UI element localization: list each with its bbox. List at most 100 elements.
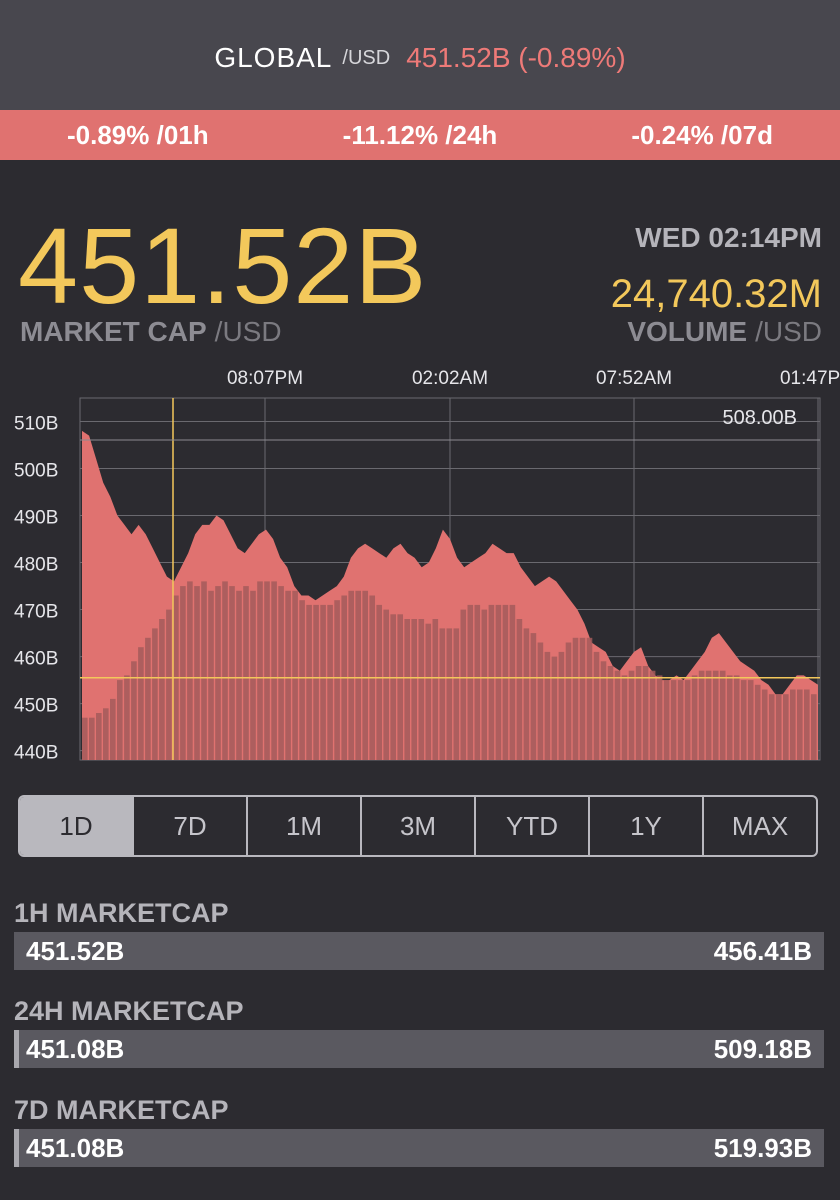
volume-bar [432,619,439,760]
volume-bar [537,642,544,760]
volume-bar [124,675,130,760]
volume-bar [705,670,712,760]
market-cap-label: MARKET CAP/USD [20,316,282,348]
market-cap-label-text: MARKET CAP [20,316,207,347]
volume-bar [719,670,726,760]
current-time: WED 02:14PM [635,222,822,253]
volume-bar [502,604,509,760]
volume-bar [586,637,593,760]
volume-bar [733,675,740,760]
volume-bar [138,647,144,760]
volume-bar [222,581,228,760]
volume-bar [523,628,530,760]
volume-bar [404,619,411,760]
volume-bar [691,675,698,760]
range-tab-1y[interactable]: 1Y [588,797,702,855]
y-tick-label: 460B [14,649,58,670]
volume-bar [551,656,558,760]
range-tab-3m[interactable]: 3M [360,797,474,855]
volume-bar [152,628,158,760]
range-tab-7d[interactable]: 7D [132,797,246,855]
range-tab-1d[interactable]: 1D [20,797,132,855]
range-tab-ytd[interactable]: YTD [474,797,588,855]
volume-bar [509,604,516,760]
range-tab-1m[interactable]: 1M [246,797,360,855]
volume-bar [278,586,284,760]
volume-bar [572,637,579,760]
volume-unit: /USD [755,316,822,347]
market-cap-chart[interactable]: 510B 500B 490B 480B 470B 460B 450B 440B 08:07PM 0… [0,360,840,770]
volume-bar [558,651,565,760]
volume-bar [790,689,796,760]
header-value: 451.52B (-0.89%) [406,42,626,73]
stat-high: 456.41B [713,935,812,966]
volume-bar [292,590,298,760]
market-cap-value: 451.52B [18,205,428,326]
volume-bar [726,675,733,760]
volume-bar [579,637,586,760]
volume-bar [425,623,432,760]
stat-1h-marketcap: 1H MARKETCAP 451.52B 456.41B [14,898,824,970]
volume-bar [96,713,102,760]
volume-bar [229,586,235,760]
volume-bar [299,600,305,760]
volume-bar [663,680,670,760]
volume-bar [117,680,123,760]
stat-range-bar: 451.08B 519.93B [14,1129,824,1167]
volume-bar [811,694,817,760]
volume-bar [593,651,600,760]
stat-high: 519.93B [713,1132,812,1163]
volume-bar [236,590,242,760]
volume-bar [712,670,719,760]
stat-24h-marketcap: 24H MARKETCAP 451.08B 509.18B [14,996,824,1068]
volume-bar [488,604,495,760]
volume-bar [285,590,291,760]
asset-name: GLOBAL [214,42,333,73]
volume-bar [187,581,193,760]
volume-bar [306,604,312,760]
volume-bar [565,642,572,760]
x-tick-label: 08:07PM [227,368,303,389]
volume-bar [348,590,355,760]
volume-bar [208,590,214,760]
volume-label: VOLUME/USD [627,316,822,348]
change-1h: -0.89% /01h [67,119,209,150]
y-tick-label: 450B [14,696,58,717]
volume-bar [243,586,249,760]
volume-bar [768,694,775,760]
volume-bar [649,670,656,760]
volume-bar [481,609,488,760]
stat-title: 1H MARKETCAP [14,898,229,928]
stat-title: 24H MARKETCAP [14,996,244,1026]
volume-bar [607,666,614,760]
volume-bar [467,604,474,760]
volume-bar [446,628,453,760]
volume-bar [677,680,684,760]
volume-bar [271,581,277,760]
volume-bar [397,614,404,760]
stat-position-marker [14,1030,19,1068]
volume-bar [783,694,789,760]
volume-bar [320,604,326,760]
volume-bar [684,680,691,760]
volume-bar [439,628,446,760]
volume-bar [201,581,207,760]
volume-bar [82,717,88,760]
y-tick-label: 480B [14,555,58,576]
volume-bar [453,628,460,760]
volume-bar [103,708,109,760]
volume-bar [362,590,369,760]
x-tick-label: 01:47PM [780,368,840,389]
y-tick-label: 470B [14,602,58,623]
volume-bar [621,675,628,760]
volume-bar [418,619,425,760]
volume-bar [495,604,502,760]
header-bar: GLOBAL /USD 451.52B (-0.89%) [0,0,840,110]
range-tab-max[interactable]: MAX [702,797,816,855]
volume-bar [327,604,333,760]
volume-bar [334,600,340,760]
volume-bar [145,637,151,760]
volume-bar [530,633,537,760]
change-bar: -0.89% /01h -11.12% /24h -0.24% /07d [0,110,840,160]
volume-bar [740,680,747,760]
